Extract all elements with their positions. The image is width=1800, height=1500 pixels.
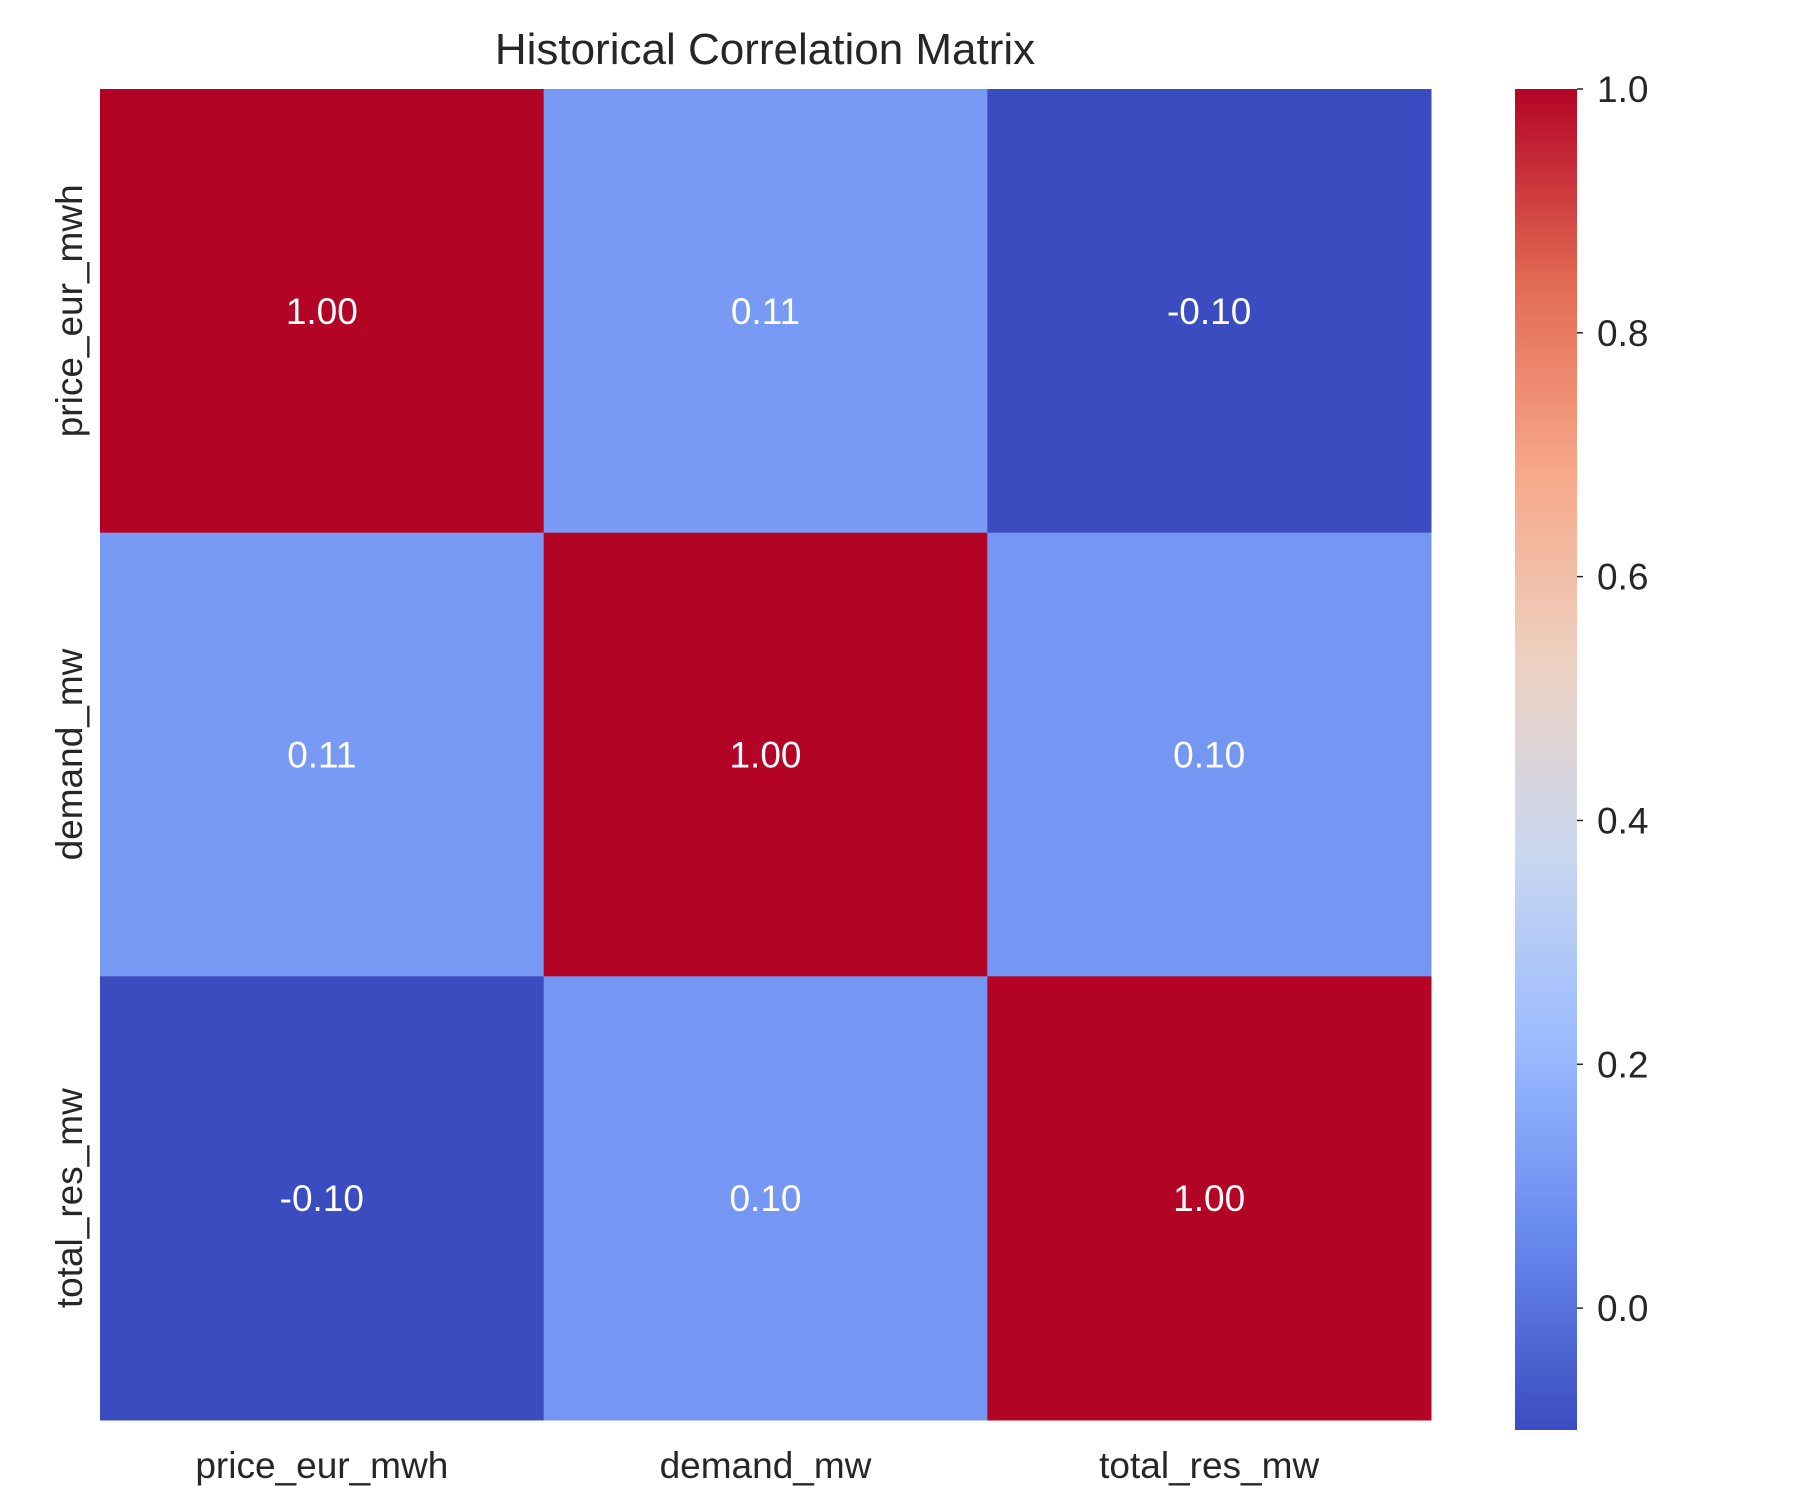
cell-annotation: 1.00: [286, 291, 358, 332]
heatmap-cell: [100, 976, 545, 1421]
heatmap-cell: [543, 976, 988, 1421]
x-tick-label: price_eur_mwh: [195, 1445, 448, 1486]
x-tick-label: total_res_mw: [1099, 1445, 1319, 1486]
y-tick-label: price_eur_mwh: [49, 184, 90, 437]
x-axis-ticks: price_eur_mwh demand_mw total_res_mw: [195, 1445, 1319, 1486]
heatmap-cell: [100, 89, 545, 534]
colorbar-tick-label: 0.8: [1597, 313, 1648, 354]
cell-annotation: -0.10: [280, 1178, 364, 1219]
colorbar-tick-label: 0.2: [1597, 1044, 1648, 1085]
colorbar-tick-label: 1.0: [1597, 69, 1648, 110]
colorbar-tick-label: 0.0: [1597, 1288, 1648, 1329]
y-tick-label: demand_mw: [49, 648, 90, 860]
x-tick-label: demand_mw: [660, 1445, 872, 1486]
colorbar: [1515, 89, 1577, 1430]
heatmap-cell: [987, 976, 1432, 1421]
cell-annotation: 0.10: [729, 1178, 801, 1219]
cell-annotation: 0.10: [1173, 735, 1245, 776]
cell-annotation: 1.00: [729, 735, 801, 776]
heatmap-cell: [987, 89, 1432, 534]
colorbar-ticks: 0.0 0.2 0.4 0.6 0.8 1.0: [1577, 69, 1648, 1329]
y-axis-ticks: price_eur_mwh demand_mw total_res_mw: [49, 184, 90, 1308]
cell-annotations: 1.00 0.11 -0.10 0.11 1.00 0.10 -0.10 0.10 1.00: [280, 291, 1252, 1219]
y-tick-label: total_res_mw: [49, 1088, 90, 1308]
heatmap-cell: [543, 532, 988, 977]
chart-title: Historical Correlation Matrix: [495, 25, 1035, 74]
heatmap-cell: [987, 532, 1432, 977]
cell-annotation: 0.11: [287, 735, 356, 776]
colorbar-tick-label: 0.4: [1597, 800, 1648, 841]
cell-annotation: 1.00: [1173, 1178, 1245, 1219]
cell-annotation: 0.11: [731, 291, 800, 332]
heatmap-cells: [100, 89, 1432, 1421]
colorbar-tick-label: 0.6: [1597, 557, 1648, 598]
heatmap-cell: [100, 532, 545, 977]
cell-annotation: -0.10: [1167, 291, 1251, 332]
heatmap-cell: [543, 89, 988, 534]
